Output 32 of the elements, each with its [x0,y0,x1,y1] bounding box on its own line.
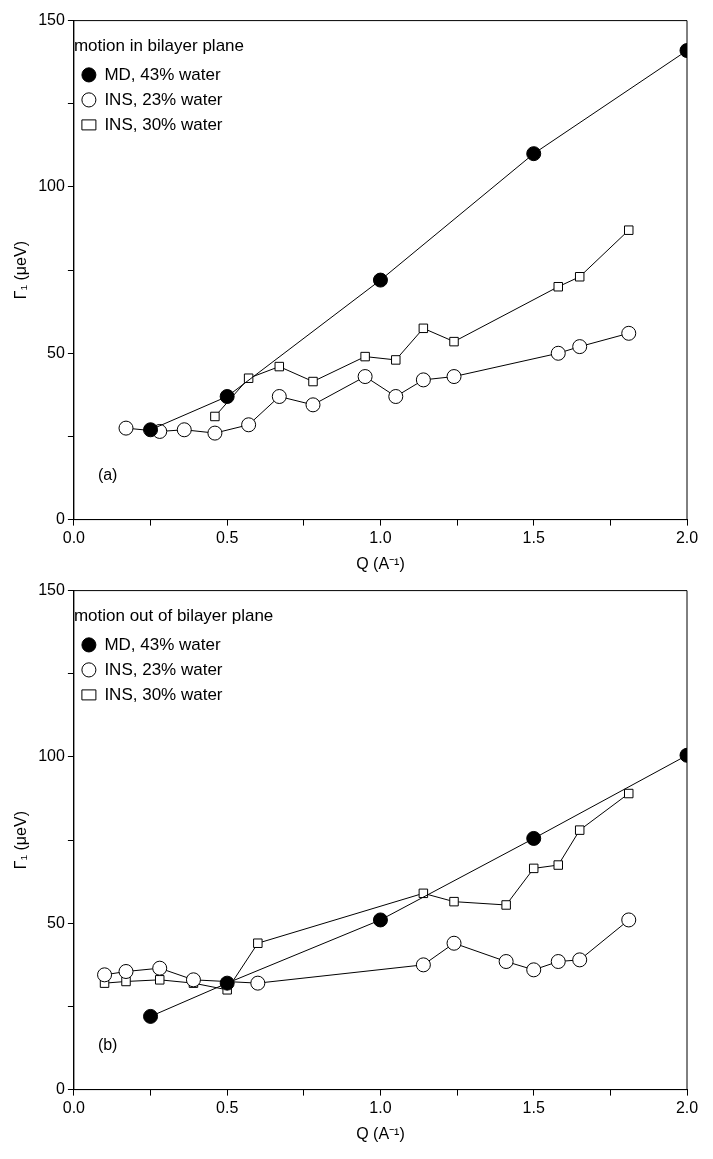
x-tick-label: 2.0 [675,528,699,546]
annotation: (b) [97,1035,118,1053]
y-axis-title: Γ₁ (μeV) [12,811,30,870]
y-tick-label: 50 [47,913,65,931]
x-tick-label: 0.0 [62,528,86,546]
y-tick-label: 50 [47,343,65,361]
x-tick-label: 1.5 [522,528,545,546]
annotation: (a) [97,465,118,483]
legend-label: INS, 30% water [104,684,223,704]
y-tick-label: 100 [38,177,65,195]
legend-label: MD, 43% water [104,634,221,654]
x-tick-label: 0.5 [216,528,239,546]
y-tick-label: 100 [38,747,65,765]
legend-label: MD, 43% water [104,64,221,84]
x-tick-label: 0.0 [62,1098,86,1116]
legend-title: motion out of bilayer plane [73,606,274,626]
x-axis-title: Q (A⁻¹) [356,1124,405,1142]
y-tick-label: 150 [38,581,65,599]
y-tick-label: 0 [55,1080,65,1098]
legend-label: INS, 30% water [104,114,223,134]
x-tick-label: 1.0 [369,528,392,546]
y-tick-label: 150 [38,11,65,29]
legend-title: motion in bilayer plane [73,36,244,56]
legend-label: INS, 23% water [104,89,223,109]
y-tick-label: 0 [55,510,65,528]
x-tick-label: 1.5 [522,1098,545,1116]
x-tick-label: 1.0 [369,1098,392,1116]
x-tick-label: 0.5 [216,1098,239,1116]
x-axis-title: Q (A⁻¹) [356,554,405,572]
x-tick-label: 2.0 [675,1098,699,1116]
y-axis-title: Γ₁ (μeV) [12,241,30,300]
legend-label: INS, 23% water [104,659,223,679]
